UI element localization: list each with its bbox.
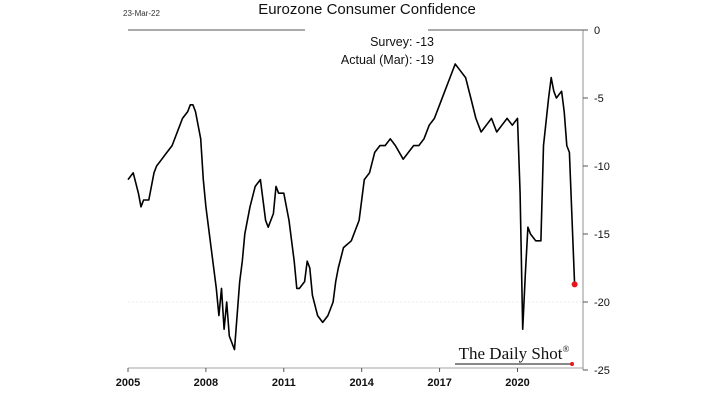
chart-title: Eurozone Consumer Confidence xyxy=(258,1,476,18)
brand-dot xyxy=(570,362,574,366)
x-tick-label: 2017 xyxy=(427,377,451,389)
actual-annotation: Actual (Mar): -19 xyxy=(341,53,434,67)
y-axis: 0 -5 -10 -15 -20 -25 xyxy=(128,25,610,377)
y-tick-label: 0 xyxy=(594,25,600,37)
x-tick-label: 2005 xyxy=(116,377,140,389)
x-tick-label: 2008 xyxy=(194,377,218,389)
plot-area xyxy=(127,63,578,351)
series-line xyxy=(127,63,576,351)
chart-date: 23-Mar-22 xyxy=(123,9,160,18)
x-tick-label: 2020 xyxy=(505,377,529,389)
x-tick-label: 2011 xyxy=(272,377,296,389)
latest-value-dot xyxy=(571,281,578,288)
y-tick-label: -20 xyxy=(594,297,610,309)
brand-registered-mark: ® xyxy=(563,344,570,354)
y-tick-label: -15 xyxy=(594,229,610,241)
x-axis: 2005 2008 2011 2014 2017 2020 xyxy=(116,367,583,389)
survey-annotation: Survey: -13 xyxy=(370,35,434,49)
y-tick-label: -25 xyxy=(594,365,610,377)
brand-name: The Daily Shot xyxy=(459,344,563,363)
y-tick-label: -5 xyxy=(594,93,604,105)
x-tick-label: 2014 xyxy=(349,377,374,389)
y-tick-label: -10 xyxy=(594,161,610,173)
brand-logo: The Daily Shot® xyxy=(459,344,570,363)
